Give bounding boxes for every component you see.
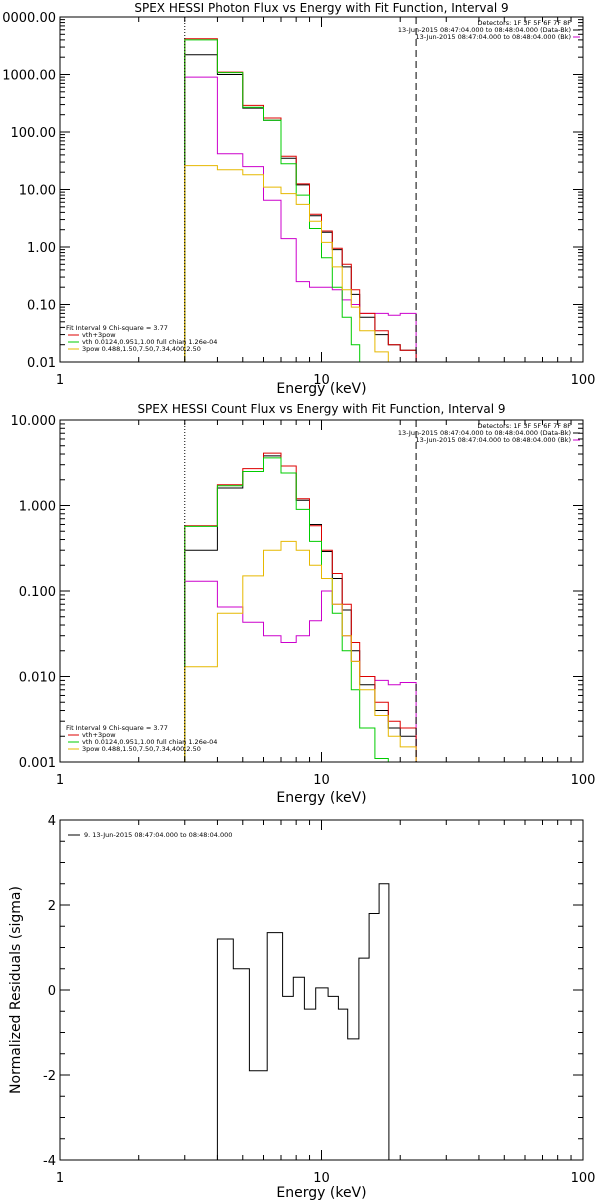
info-line: 13-Jun-2015 08:47:04.000 to 08:48:04.000…	[416, 436, 571, 444]
info-line: 13-Jun-2015 08:47:04.000 to 08:48:04.000…	[398, 26, 571, 34]
series-line-5	[184, 540, 417, 762]
series-line-2	[184, 580, 417, 762]
info-line: Detectors: 1F 3F 5F 6F 7F 8F	[477, 422, 571, 430]
plot-area	[184, 452, 417, 762]
fit-line: vth 0.0124,0.951,1.00 full chian 1.26e-0…	[82, 738, 217, 746]
y-tick-label: 0.10	[27, 299, 56, 314]
x-tick-label: 100	[571, 773, 596, 788]
y-tick-label: 1000.00	[2, 69, 56, 84]
x-tick-label: 10	[313, 373, 330, 388]
fit-line: Fit Interval 9 Chi-square = 3.77	[66, 724, 168, 732]
chart-title: SPEX HESSI Photon Flux vs Energy with Fi…	[134, 1, 508, 15]
x-axis-label: Energy (keV)	[276, 1185, 366, 1200]
y-tick-label: 4	[48, 814, 56, 829]
series-line-1	[184, 455, 417, 762]
fit-line: vth 0.0124,0.951,1.00 full chian 1.26e-0…	[82, 338, 217, 346]
fit-line: Fit Interval 9 Chi-square = 3.77	[66, 324, 168, 332]
x-tick-label: 10	[313, 1171, 330, 1186]
y-tick-label: 0.001	[19, 756, 56, 771]
x-tick-label: 100	[571, 1171, 596, 1186]
y-tick-label: 0000.00	[2, 11, 56, 26]
y-tick-label: -2	[43, 1069, 56, 1084]
y-tick-label: 0.010	[19, 671, 56, 686]
chart-panel-2: SPEX HESSI Count Flux vs Energy with Fit…	[11, 402, 596, 806]
info-line: 13-Jun-2015 08:47:04.000 to 08:48:04.000…	[398, 429, 571, 437]
fit-line: 3pow 0.488,1.50,7.50,7.34,400,2.50	[82, 345, 201, 353]
x-tick-label: 1	[56, 773, 64, 788]
plot-area	[184, 38, 417, 362]
fit-line: vth+3pow	[82, 731, 116, 739]
y-tick-label: 10.000	[11, 414, 57, 429]
x-tick-label: 1	[56, 373, 64, 388]
fit-line: vth+3pow	[82, 331, 116, 339]
series-line-5	[184, 165, 417, 362]
info-line: Detectors: 1F 3F 5F 6F 7F 8F	[477, 19, 571, 27]
y-tick-label: 0	[48, 984, 56, 999]
series-line-3	[184, 452, 417, 762]
x-tick-label: 100	[571, 373, 596, 388]
series-line-1	[184, 883, 390, 1160]
series-line-4	[184, 457, 417, 762]
y-tick-label: 0.01	[27, 356, 56, 371]
chart-title: SPEX HESSI Count Flux vs Energy with Fit…	[137, 402, 505, 416]
legend-entry: 9. 13-Jun-2015 08:47:04.000 to 08:48:04.…	[84, 831, 232, 839]
y-tick-label: 1.00	[27, 241, 56, 256]
y-tick-label: 2	[48, 899, 56, 914]
series-line-1	[184, 54, 417, 362]
y-tick-label: 0.100	[19, 585, 56, 600]
fit-line: 3pow 0.488,1.50,7.50,7.34,400,2.50	[82, 745, 201, 753]
y-tick-label: 1.000	[19, 500, 56, 515]
y-tick-label: 100.00	[11, 126, 57, 141]
chart-panel-3: 1 10 100 Energy (keV) -4 -2 0 2 4 Normalized Resi…	[8, 814, 595, 1200]
series-line-2	[184, 76, 417, 362]
y-tick-label: 10.00	[19, 184, 56, 199]
series-line-3	[184, 38, 417, 362]
y-axis-label: Normalized Residuals (sigma)	[8, 886, 24, 1094]
x-axis-label: Energy (keV)	[276, 790, 366, 806]
chart-panel-1: SPEX HESSI Photon Flux vs Energy with Fi…	[2, 1, 595, 397]
x-tick-label: 10	[313, 773, 330, 788]
plot-area	[184, 883, 390, 1160]
series-line-4	[184, 39, 417, 362]
axes-frame	[59, 16, 584, 363]
x-tick-label: 1	[56, 1171, 64, 1186]
axes-frame	[59, 819, 584, 1161]
info-line: 13-Jun-2015 08:47:04.000 to 08:48:04.000…	[416, 33, 571, 41]
y-tick-label: -4	[43, 1154, 56, 1169]
x-axis-label: Energy (keV)	[276, 381, 366, 397]
